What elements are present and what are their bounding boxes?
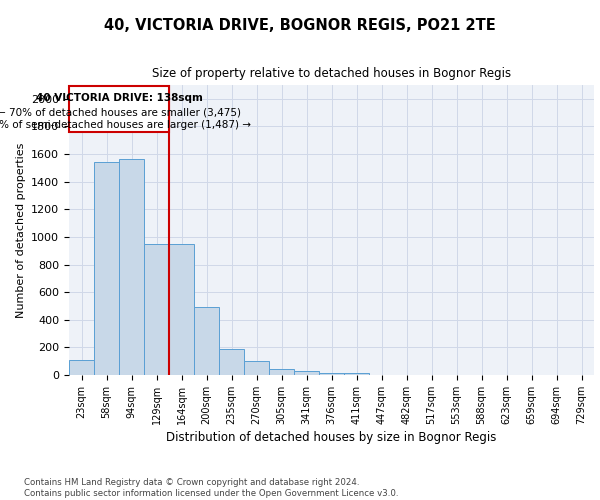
Bar bbox=[344, 372, 369, 375]
Bar bbox=[144, 244, 169, 375]
Bar bbox=[319, 372, 344, 375]
Title: Size of property relative to detached houses in Bognor Regis: Size of property relative to detached ho… bbox=[152, 66, 511, 80]
Text: 40, VICTORIA DRIVE, BOGNOR REGIS, PO21 2TE: 40, VICTORIA DRIVE, BOGNOR REGIS, PO21 2… bbox=[104, 18, 496, 32]
Bar bbox=[169, 244, 194, 375]
Text: 40 VICTORIA DRIVE: 138sqm: 40 VICTORIA DRIVE: 138sqm bbox=[35, 94, 202, 104]
FancyBboxPatch shape bbox=[69, 86, 169, 132]
Bar bbox=[94, 162, 119, 375]
Text: 30% of semi-detached houses are larger (1,487) →: 30% of semi-detached houses are larger (… bbox=[0, 120, 251, 130]
X-axis label: Distribution of detached houses by size in Bognor Regis: Distribution of detached houses by size … bbox=[166, 431, 497, 444]
Bar bbox=[269, 370, 294, 375]
Y-axis label: Number of detached properties: Number of detached properties bbox=[16, 142, 26, 318]
Bar bbox=[194, 308, 219, 375]
Text: ← 70% of detached houses are smaller (3,475): ← 70% of detached houses are smaller (3,… bbox=[0, 107, 241, 117]
Bar bbox=[294, 371, 319, 375]
Bar bbox=[69, 360, 94, 375]
Bar bbox=[244, 361, 269, 375]
Text: Contains HM Land Registry data © Crown copyright and database right 2024.
Contai: Contains HM Land Registry data © Crown c… bbox=[24, 478, 398, 498]
Bar bbox=[119, 159, 144, 375]
Bar bbox=[219, 350, 244, 375]
